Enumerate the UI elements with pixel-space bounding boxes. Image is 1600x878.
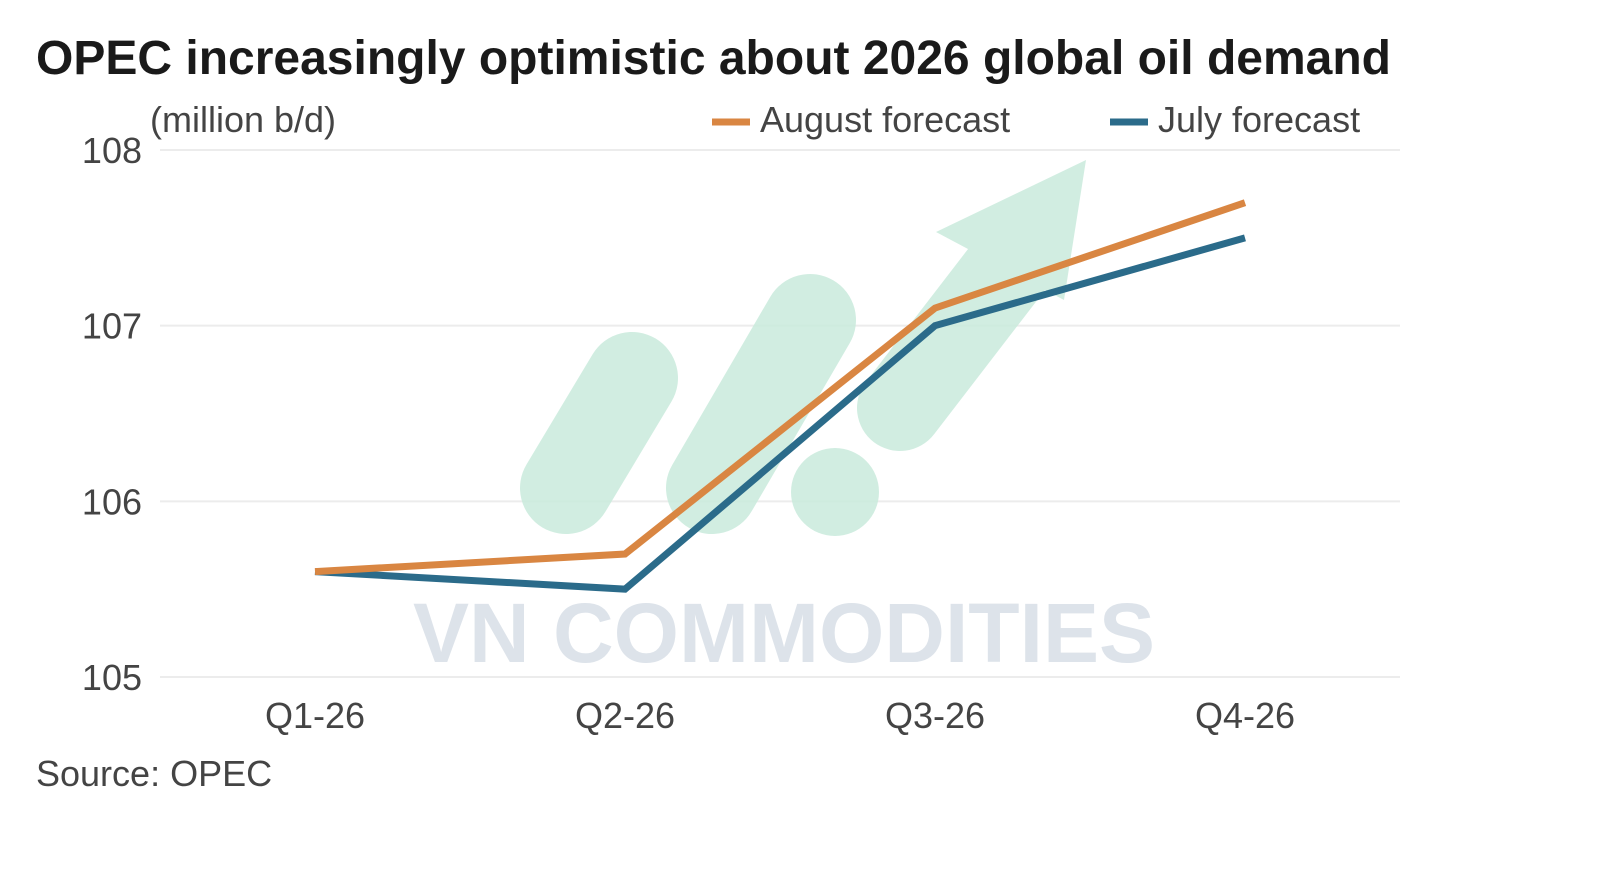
series-line-july [314,234,1246,593]
y-tick-label: 108 [82,130,142,171]
source-note: Source: OPEC [36,753,272,794]
x-tick-label: Q1-26 [265,695,365,736]
x-tick-label: Q2-26 [575,695,675,736]
legend: August forecast July forecast [712,99,1360,140]
x-axis-ticks: Q1-26 Q2-26 Q3-26 Q4-26 [265,695,1295,736]
series-lines [314,199,1247,593]
y-tick-label: 107 [82,306,142,347]
y-tick-label: 106 [82,481,142,522]
x-tick-label: Q4-26 [1195,695,1295,736]
watermark-logo-icon [520,160,1086,536]
chart-subtitle: (million b/d) [150,99,336,140]
y-axis-ticks: 105 106 107 108 [82,130,142,698]
series-line-august [314,199,1247,576]
legend-label-august: August forecast [760,99,1010,140]
watermark: VN COMMODITIES [413,160,1155,680]
chart-title: OPEC increasingly optimistic about 2026 … [36,32,1391,85]
legend-label-july: July forecast [1158,99,1360,140]
y-tick-label: 105 [82,657,142,698]
watermark-text: VN COMMODITIES [413,586,1155,680]
x-tick-label: Q3-26 [885,695,985,736]
